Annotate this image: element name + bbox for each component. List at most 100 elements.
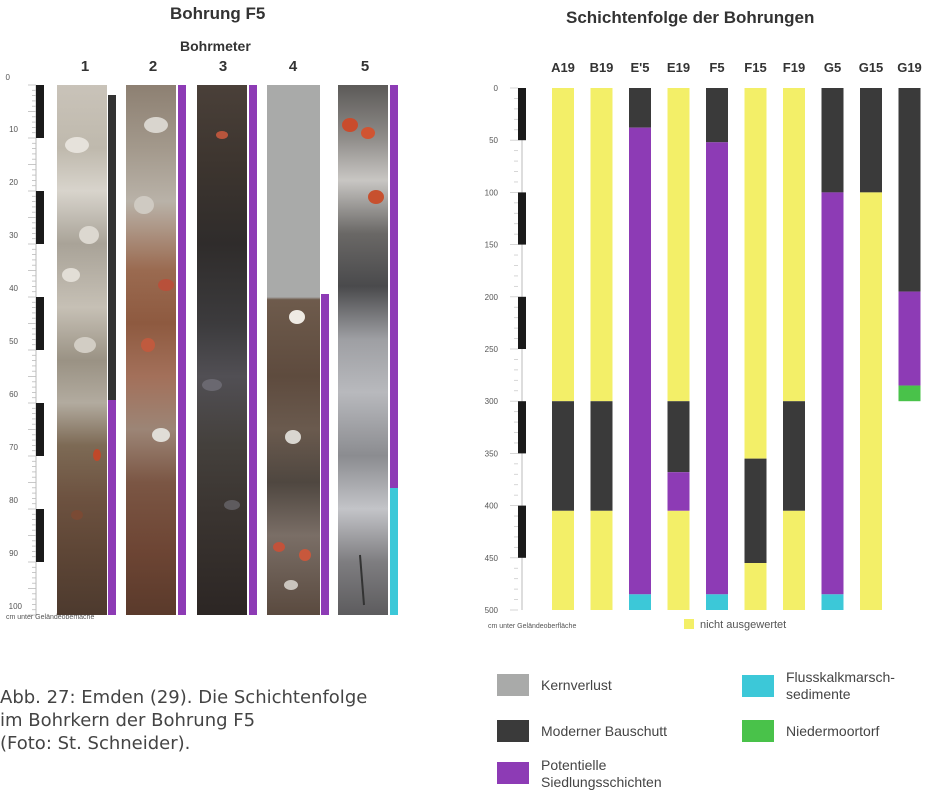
chart-category-label: E19 bbox=[667, 60, 690, 75]
chart-layer-segment bbox=[629, 127, 651, 595]
left-tick-30: 30 bbox=[9, 231, 18, 240]
chart-layer-segment bbox=[667, 510, 690, 610]
chart-layer-segment bbox=[706, 142, 728, 595]
core-5-texture bbox=[342, 118, 384, 606]
chart-layer-segment bbox=[744, 458, 767, 564]
chart-ruler-block bbox=[518, 88, 526, 141]
caption-line-3: (Foto: St. Schneider). bbox=[0, 733, 191, 754]
core-1-strip-dark bbox=[108, 95, 116, 400]
core-photo-2 bbox=[126, 85, 176, 615]
chart-category-label: F19 bbox=[783, 60, 805, 75]
chart-y-tick-label: 250 bbox=[485, 345, 499, 354]
chart-layer-segment bbox=[706, 594, 728, 610]
legend-swatch-moderner-bauschutt bbox=[497, 720, 529, 742]
core-number-2: 2 bbox=[148, 58, 158, 75]
chart-y-tick-label: 500 bbox=[485, 606, 499, 615]
chart-category-label: G15 bbox=[859, 60, 884, 75]
chart-layer-segment bbox=[552, 510, 574, 610]
legend-swatch-potentielle-siedlungsschichten bbox=[497, 762, 529, 784]
chart-layer-segment bbox=[590, 510, 613, 610]
chart-ruler-block bbox=[518, 296, 526, 349]
chart-category-label: B19 bbox=[590, 60, 614, 75]
chart-y-tick-label: 300 bbox=[485, 397, 499, 406]
chart-layer-segment bbox=[744, 88, 767, 459]
chart-layer-segment bbox=[821, 594, 844, 610]
core-number-1: 1 bbox=[80, 58, 90, 75]
core-5-strip-cyan bbox=[390, 488, 398, 615]
depth-chart: 0 50 100 150 200 250 300 350 400 450 500 cm unter G… bbox=[470, 48, 930, 648]
chart-category-label: E'5 bbox=[631, 60, 650, 75]
chart-category-label: G5 bbox=[824, 60, 841, 75]
core-photo-1 bbox=[57, 85, 107, 615]
chart-y-tick-label: 450 bbox=[485, 554, 499, 563]
chart-layer-segment bbox=[898, 88, 921, 292]
chart-layer-segment bbox=[783, 401, 805, 511]
core-1-strip-purple bbox=[108, 400, 116, 615]
chart-category-label: A19 bbox=[551, 60, 575, 75]
left-tick-40: 40 bbox=[9, 284, 18, 293]
core-photo-5 bbox=[338, 85, 388, 615]
chart-layer-segment bbox=[898, 385, 921, 402]
caption-line-1: Abb. 27: Emden (29). Die Schichtenfolge bbox=[0, 687, 368, 708]
depth-chart-svg: 0 50 100 150 200 250 300 350 400 450 500 cm unter G… bbox=[485, 60, 922, 631]
core-3-strip-purple bbox=[249, 85, 257, 615]
chart-axis-caption: cm unter Geländeoberfläche bbox=[488, 623, 576, 630]
chart-ruler-block bbox=[518, 401, 526, 454]
caption-line-2: im Bohrkern der Bohrung F5 bbox=[0, 710, 256, 731]
chart-y-tick-label: 0 bbox=[494, 84, 499, 93]
core-2-strip-purple bbox=[178, 85, 186, 615]
legend-swatch-kernverlust bbox=[497, 674, 529, 696]
legend-label-kernverlust: Kernverlust bbox=[541, 677, 612, 693]
core-photo-4 bbox=[267, 85, 320, 615]
core-number-4: 4 bbox=[288, 58, 298, 75]
chart-layer-segment bbox=[629, 88, 651, 128]
figure-caption: Abb. 27: Emden (29). Die Schichtenfolge … bbox=[0, 686, 367, 755]
left-tick-20: 20 bbox=[9, 178, 18, 187]
core-3-texture bbox=[202, 131, 240, 510]
chart-y-tick-label: 200 bbox=[485, 293, 499, 302]
chart-layer-segment bbox=[821, 192, 844, 595]
left-panel-title: Bohrung F5 bbox=[170, 4, 266, 23]
core-4-strip-purple bbox=[321, 294, 329, 615]
chart-not-evaluated-label: nicht ausgewertet bbox=[700, 619, 786, 631]
core-number-3: 3 bbox=[218, 58, 228, 75]
left-tick-70: 70 bbox=[9, 443, 18, 452]
chart-not-evaluated-swatch bbox=[684, 619, 694, 629]
left-tick-50: 50 bbox=[9, 337, 18, 346]
left-tick-80: 80 bbox=[9, 496, 18, 505]
legend-label-potentielle-line2: Siedlungsschichten bbox=[541, 774, 662, 790]
legend-label-fluss-line2: sedimente bbox=[786, 686, 851, 702]
chart-layer-segment bbox=[552, 401, 574, 511]
legend-swatch-flusskalkmarschsedimente bbox=[742, 675, 774, 697]
chart-layer-segment bbox=[667, 88, 690, 402]
chart-layer-segment bbox=[552, 88, 574, 402]
chart-layer-segment bbox=[590, 88, 613, 402]
legend-swatch-niedermoortorf bbox=[742, 720, 774, 742]
chart-y-tick-label: 100 bbox=[485, 188, 499, 197]
chart-category-label: F15 bbox=[744, 60, 766, 75]
core-1-texture bbox=[62, 137, 101, 520]
left-axis-caption: cm unter Geländeoberfläche bbox=[6, 614, 95, 621]
left-tick-0: 0 bbox=[5, 73, 10, 82]
chart-layer-segment bbox=[821, 88, 844, 193]
chart-layer-segment bbox=[860, 192, 882, 610]
left-tick-90: 90 bbox=[9, 549, 18, 558]
core-5-strip-purple bbox=[390, 85, 398, 488]
chart-layer-segment bbox=[744, 563, 767, 610]
chart-ruler-block bbox=[518, 505, 526, 558]
chart-category-label: G19 bbox=[897, 60, 922, 75]
chart-layer-segment bbox=[629, 594, 651, 610]
legend-label-potentielle-line1: Potentielle bbox=[541, 757, 607, 773]
chart-layer-segment bbox=[706, 88, 728, 143]
legend-label-niedermoortorf: Niedermoortorf bbox=[786, 723, 880, 739]
core-photo-3 bbox=[197, 85, 247, 615]
legend-label-fluss-line1: Flusskalkmarsch- bbox=[786, 669, 895, 685]
chart-layer-segment bbox=[898, 291, 921, 386]
left-tick-10: 10 bbox=[9, 125, 18, 134]
right-panel-title: Schichtenfolge der Bohrungen bbox=[566, 8, 815, 27]
chart-layer-segment bbox=[667, 401, 690, 473]
left-panel-subtitle: Bohrmeter bbox=[180, 38, 251, 54]
chart-layer-segment bbox=[667, 472, 690, 511]
chart-y-tick-label: 350 bbox=[485, 449, 499, 458]
core-2-texture bbox=[134, 117, 174, 442]
